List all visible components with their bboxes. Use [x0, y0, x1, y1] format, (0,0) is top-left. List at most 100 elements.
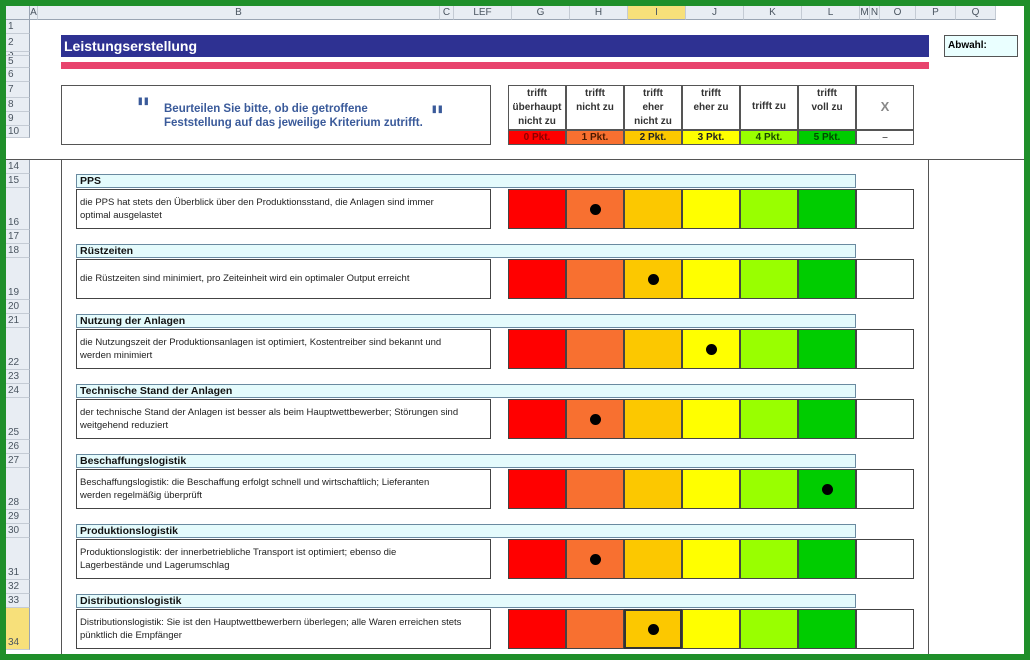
column-header-b[interactable]: B — [38, 6, 440, 20]
rating-cell-4[interactable] — [740, 259, 798, 299]
row-header-16[interactable]: 16 — [6, 188, 30, 230]
row-header-8[interactable]: 8 — [6, 98, 30, 112]
rating-cell-6[interactable] — [856, 189, 914, 229]
rating-cell-2[interactable] — [624, 609, 682, 649]
select-all-corner[interactable] — [6, 6, 30, 20]
row-header-23[interactable]: 23 — [6, 370, 30, 384]
column-header-k[interactable]: K — [744, 6, 802, 20]
rating-cell-0[interactable] — [508, 329, 566, 369]
row-header-10[interactable]: 10 — [6, 126, 30, 138]
rating-cell-0[interactable] — [508, 469, 566, 509]
rating-cell-0[interactable] — [508, 399, 566, 439]
row-header-9[interactable]: 9 — [6, 112, 30, 126]
rating-cell-2[interactable] — [624, 189, 682, 229]
rating-cell-1[interactable] — [566, 609, 624, 649]
rating-cell-4[interactable] — [740, 189, 798, 229]
row-header-17[interactable]: 17 — [6, 230, 30, 244]
rating-cell-1[interactable] — [566, 329, 624, 369]
rating-cell-3[interactable] — [682, 539, 740, 579]
row-header-22[interactable]: 22 — [6, 328, 30, 370]
row-header-18[interactable]: 18 — [6, 244, 30, 258]
rating-cell-0[interactable] — [508, 189, 566, 229]
row-header-6[interactable]: 6 — [6, 68, 30, 82]
rating-cell-0[interactable] — [508, 609, 566, 649]
column-header-m[interactable]: M — [860, 6, 870, 20]
rating-cell-2[interactable] — [624, 539, 682, 579]
rating-cell-1[interactable] — [566, 259, 624, 299]
row-header-30[interactable]: 30 — [6, 524, 30, 538]
rating-cell-4[interactable] — [740, 609, 798, 649]
column-header-g[interactable]: G — [512, 6, 570, 20]
rating-cell-0[interactable] — [508, 259, 566, 299]
rating-cell-4[interactable] — [740, 329, 798, 369]
abwahl-field[interactable]: Abwahl: — [944, 35, 1018, 57]
row-header-21[interactable]: 21 — [6, 314, 30, 328]
rating-cell-3[interactable] — [682, 399, 740, 439]
column-header-o[interactable]: O — [880, 6, 916, 20]
rating-cell-1[interactable] — [566, 469, 624, 509]
row-header-33[interactable]: 33 — [6, 594, 30, 608]
row-header-1[interactable]: 1 — [6, 20, 30, 34]
row-header-25[interactable]: 25 — [6, 398, 30, 440]
row-header-34[interactable]: 34 — [6, 608, 30, 650]
scale-header-2: trifft eher nicht zu — [624, 85, 682, 130]
column-header-i[interactable]: I — [628, 6, 686, 20]
rating-cell-6[interactable] — [856, 609, 914, 649]
rating-cell-4[interactable] — [740, 469, 798, 509]
rating-cell-5[interactable] — [798, 329, 856, 369]
row-header-7[interactable]: 7 — [6, 82, 30, 98]
scale-header-line: nicht zu — [518, 116, 556, 127]
column-header-h[interactable]: H — [570, 6, 628, 20]
row-header-29[interactable]: 29 — [6, 510, 30, 524]
rating-cell-5[interactable] — [798, 539, 856, 579]
column-header-n[interactable]: N — [870, 6, 880, 20]
rating-cell-6[interactable] — [856, 329, 914, 369]
column-header-lef[interactable]: LEF — [454, 6, 512, 20]
column-header-p[interactable]: P — [916, 6, 956, 20]
row-header-24[interactable]: 24 — [6, 384, 30, 398]
rating-cell-2[interactable] — [624, 399, 682, 439]
rating-cell-5[interactable] — [798, 609, 856, 649]
column-header-l[interactable]: L — [802, 6, 860, 20]
rating-cell-6[interactable] — [856, 399, 914, 439]
column-header-a[interactable]: A — [30, 6, 38, 20]
row-header-15[interactable]: 15 — [6, 174, 30, 188]
rating-cell-6[interactable] — [856, 539, 914, 579]
column-header-j[interactable]: J — [686, 6, 744, 20]
row-header-14[interactable]: 14 — [6, 160, 30, 174]
rating-cell-3[interactable] — [682, 329, 740, 369]
row-header-26[interactable]: 26 — [6, 440, 30, 454]
rating-cell-1[interactable] — [566, 399, 624, 439]
rating-cell-3[interactable] — [682, 469, 740, 509]
column-header-c[interactable]: C — [440, 6, 454, 20]
rating-cell-1[interactable] — [566, 189, 624, 229]
row-header-27[interactable]: 27 — [6, 454, 30, 468]
rating-cell-5[interactable] — [798, 259, 856, 299]
rating-cell-4[interactable] — [740, 399, 798, 439]
column-header-q[interactable]: Q — [956, 6, 996, 20]
rating-cell-3[interactable] — [682, 189, 740, 229]
rating-cell-5[interactable] — [798, 469, 856, 509]
selected-rating-dot-icon — [590, 414, 601, 425]
row-header-19[interactable]: 19 — [6, 258, 30, 300]
rating-cell-5[interactable] — [798, 399, 856, 439]
row-header-32[interactable]: 32 — [6, 580, 30, 594]
rating-cell-6[interactable] — [856, 259, 914, 299]
rating-cell-2[interactable] — [624, 469, 682, 509]
rating-cell-4[interactable] — [740, 539, 798, 579]
row-header-3[interactable]: 3 — [6, 52, 30, 56]
rating-cell-2[interactable] — [624, 259, 682, 299]
rating-cell-3[interactable] — [682, 609, 740, 649]
rating-cell-0[interactable] — [508, 539, 566, 579]
row-header-5[interactable]: 5 — [6, 56, 30, 68]
rating-cell-5[interactable] — [798, 189, 856, 229]
criterion-description: die PPS hat stets den Überblick über den… — [76, 189, 491, 229]
rating-cell-6[interactable] — [856, 469, 914, 509]
row-header-28[interactable]: 28 — [6, 468, 30, 510]
rating-cell-3[interactable] — [682, 259, 740, 299]
row-header-20[interactable]: 20 — [6, 300, 30, 314]
rating-cell-1[interactable] — [566, 539, 624, 579]
row-header-2[interactable]: 2 — [6, 34, 30, 52]
row-header-31[interactable]: 31 — [6, 538, 30, 580]
rating-cell-2[interactable] — [624, 329, 682, 369]
